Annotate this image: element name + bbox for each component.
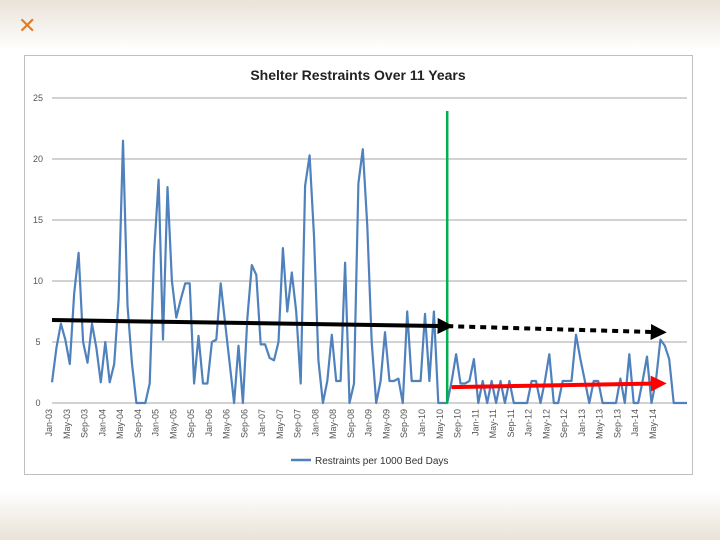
- x-tick-label: May-12: [541, 409, 551, 439]
- grid-lines: [52, 97, 687, 404]
- x-tick-label: Sep-11: [506, 409, 516, 437]
- x-tick-label: Sep-13: [612, 409, 622, 438]
- x-tick-label: Jan-12: [524, 409, 534, 437]
- y-tick-label: 0: [35, 398, 40, 408]
- x-tick-label: Jan-07: [257, 409, 267, 437]
- x-tick-label: May-10: [435, 409, 445, 439]
- y-tick-label: 15: [33, 215, 43, 225]
- x-tick-label: Jan-06: [204, 409, 214, 437]
- x-tick-label: Jan-13: [577, 409, 587, 437]
- x-tick-label: Sep-09: [399, 409, 409, 438]
- x-tick-label: May-03: [62, 409, 72, 439]
- x-tick-label: Sep-05: [186, 409, 196, 438]
- y-tick-label: 10: [33, 276, 43, 286]
- legend-label: Restraints per 1000 Bed Days: [315, 456, 448, 467]
- x-tick-label: May-13: [595, 409, 605, 439]
- y-tick-label: 5: [35, 337, 40, 347]
- x-tick-label: May-06: [222, 409, 232, 439]
- x-tick-label: Sep-06: [239, 409, 249, 438]
- x-tick-label: Jan-08: [310, 409, 320, 437]
- annotations: [51, 111, 667, 403]
- x-tick-label: Jan-11: [470, 409, 480, 436]
- x-tick-label: Sep-07: [293, 409, 303, 438]
- x-tick-label: Sep-04: [133, 409, 143, 438]
- x-mark-icon: ✕: [18, 14, 37, 39]
- x-tick-label: Jan-14: [630, 409, 640, 437]
- y-tick-label: 20: [33, 154, 43, 164]
- legend: Restraints per 1000 Bed Days: [291, 456, 448, 467]
- x-axis: Jan-03 May-03 Sep-03 Jan-04 May-04 Sep-04 Jan-…: [44, 409, 658, 439]
- line-chart: Shelter Restraints Over 11 Years 0 5 10 15 2…: [33, 67, 687, 467]
- y-axis: 0 5 10 15 20 25: [33, 93, 43, 408]
- x-tick-label: May-14: [648, 409, 658, 439]
- trend-arrow: [51, 317, 454, 334]
- x-tick-label: Sep-03: [80, 409, 90, 438]
- x-tick-label: May-09: [381, 409, 391, 439]
- y-tick-label: 25: [33, 93, 43, 103]
- x-tick-label: Sep-12: [559, 409, 569, 438]
- x-tick-label: May-08: [328, 409, 338, 439]
- x-tick-label: Jan-09: [364, 409, 374, 437]
- series-group: [50, 139, 687, 405]
- x-tick-label: May-11: [488, 409, 498, 438]
- x-tick-label: Sep-10: [453, 409, 463, 438]
- chart-title: Shelter Restraints Over 11 Years: [250, 67, 466, 83]
- x-tick-label: Jan-05: [151, 409, 161, 437]
- x-tick-label: May-07: [275, 409, 285, 439]
- trend-arrow: [451, 375, 667, 392]
- x-tick-label: Jan-10: [417, 409, 427, 437]
- slide-top-edge: [0, 0, 720, 50]
- x-tick-label: Sep-08: [346, 409, 356, 438]
- x-tick-label: Jan-03: [44, 409, 54, 437]
- trend-arrow: [447, 323, 667, 340]
- x-tick-label: May-04: [115, 409, 125, 439]
- series-line: [50, 139, 687, 405]
- chart-frame: Shelter Restraints Over 11 Years 0 5 10 15 2…: [24, 55, 693, 475]
- slide-bottom-edge: [0, 490, 720, 540]
- x-tick-label: May-05: [168, 409, 178, 439]
- x-tick-label: Jan-04: [97, 409, 107, 437]
